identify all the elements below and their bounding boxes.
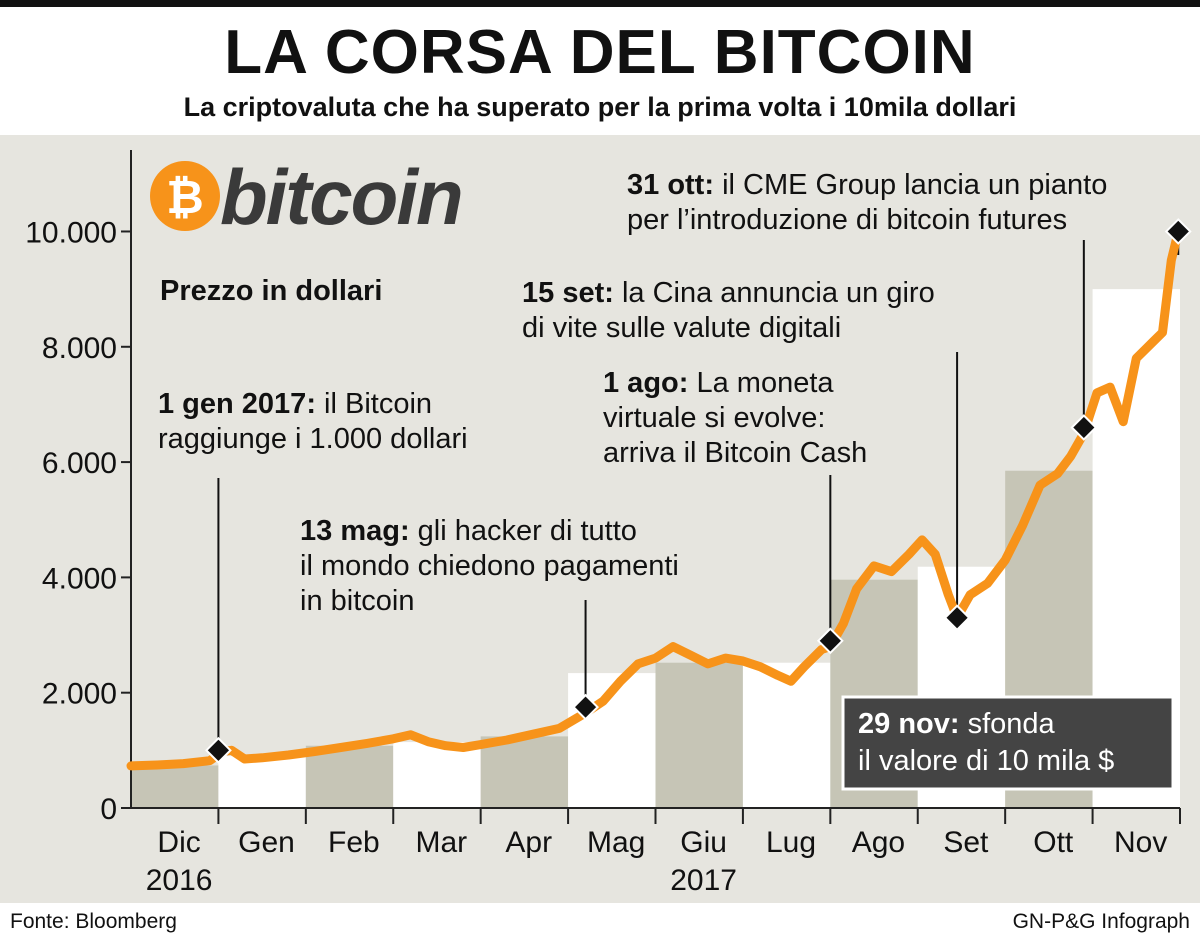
annotation-text: il mondo chiedono pagamenti [300,550,679,582]
x-tick-label: Apr [505,826,552,859]
annotation-text: di vite sulle valute digitali [522,312,841,344]
y-tick-label: 2.000 [42,678,117,711]
annotation-date: 29 nov: [858,708,960,740]
x-year-label: 2017 [670,864,737,897]
annotation-date: 31 ott: [627,169,714,201]
event-marker [816,627,844,655]
annotation-29-nov-callout: 29 nov: sfonda il valore di 10 mila $ [841,695,1175,791]
x-tick-label: Dic [157,826,200,859]
x-tick-label: Mar [415,826,467,859]
annotation-markers [205,218,1192,764]
svg-text:1 gen 2017: il Bitcoin: 1 gen 2017: il Bitcoin [158,388,432,420]
source-note: Fonte: Bloomberg [10,910,177,933]
x-tick-label: Lug [766,826,816,859]
annotation-text: il Bitcoin [324,388,432,420]
annotation-text: gli hacker di tutto [418,515,637,547]
x-year-label: 2016 [146,864,213,897]
callout-box [841,695,1175,791]
annotation-text: il CME Group lancia un pianto [722,169,1107,201]
x-tick-label: Mag [587,826,645,859]
month-band [393,742,481,808]
x-tick-label: Ago [852,826,905,859]
annotation-text: La moneta [696,367,834,399]
bitcoin-price-line [126,227,1183,771]
bitcoin-logo: ₿ bitcoin [150,153,464,241]
annotation-text: il valore di 10 mila $ [858,745,1114,777]
event-marker [205,736,232,764]
svg-text:15 set: la Cina annuncia un gi: 15 set: la Cina annuncia un giro [522,277,935,309]
x-tick-label: Gen [238,826,295,859]
x-tick-label: Feb [328,826,380,859]
bitcoin-coin-icon [150,161,220,231]
page-subtitle: La criptovaluta che ha superato per la p… [183,92,1017,122]
y-tick-label: 8.000 [42,332,117,365]
svg-text:31 ott: il CME Group lancia un: 31 ott: il CME Group lancia un pianto [627,169,1107,201]
page-title: LA CORSA DEL BITCOIN [224,18,976,87]
y-tick-label: 10.000 [25,216,117,249]
annotation-date: 1 ago: [603,367,688,399]
annotation-text: in bitcoin [300,585,414,617]
annotation-text: sfonda [968,708,1056,740]
x-axis-ticks: Dic 2016 Gen Feb Mar Apr Mag Giu 2017 Lug Ago Set Ot… [146,808,1181,897]
annotation-1-ago: 1 ago: La moneta virtuale si evolve: arr… [603,367,867,469]
annotation-13-mag: 13 mag: gli hacker di tutto il mondo chi… [300,515,679,617]
month-band [655,662,743,808]
annotation-date: 13 mag: [300,515,410,547]
y-tick-label: 6.000 [42,447,117,480]
price-label: Prezzo in dollari [160,275,382,307]
svg-text:1 ago: La moneta: 1 ago: La moneta [603,367,834,399]
month-band [480,736,569,808]
y-tick-label: 4.000 [42,562,117,595]
month-band [131,765,219,808]
event-marker [943,604,971,632]
month-band [742,662,831,808]
annotation-date: 1 gen 2017: [158,388,316,420]
event-marker [1164,218,1192,245]
annotation-date: 15 set: [522,277,614,309]
top-rule [0,0,1200,7]
x-tick-label: Nov [1114,826,1167,859]
bitcoin-wordmark: bitcoin [220,153,462,241]
x-tick-label: Set [943,826,989,859]
annotation-1-gen: 1 gen 2017: il Bitcoin raggiunge i 1.000… [158,388,468,455]
x-tick-label: Giu [680,826,727,859]
annotation-text: per l’introduzione di bitcoin futures [627,204,1067,236]
month-bands [131,289,1180,808]
svg-text:29 nov: sfonda: 29 nov: sfonda [858,708,1056,740]
month-band [305,745,394,808]
credit-note: GN-P&G Infograph [1012,910,1190,933]
annotation-31-ott: 31 ott: il CME Group lancia un pianto pe… [627,169,1107,236]
x-tick-label: Ott [1033,826,1074,859]
annotation-leaders [217,231,1180,751]
bitcoin-symbol: ₿ [166,170,204,224]
annotation-text: la Cina annuncia un giro [622,277,935,309]
event-marker [1070,414,1098,441]
month-band [218,756,306,808]
annotation-15-set: 15 set: la Cina annuncia un giro di vite… [522,277,935,344]
annotation-text: arriva il Bitcoin Cash [603,437,867,469]
svg-text:13 mag: gli hacker di tutto: 13 mag: gli hacker di tutto [300,515,637,547]
event-marker [572,693,599,721]
annotation-text: raggiunge i 1.000 dollari [158,423,468,455]
y-axis-ticks: 0 2.000 4.000 6.000 8.000 10.000 [25,216,131,826]
annotation-text: virtuale si evolve: [603,402,825,434]
y-tick-label: 0 [100,793,117,826]
